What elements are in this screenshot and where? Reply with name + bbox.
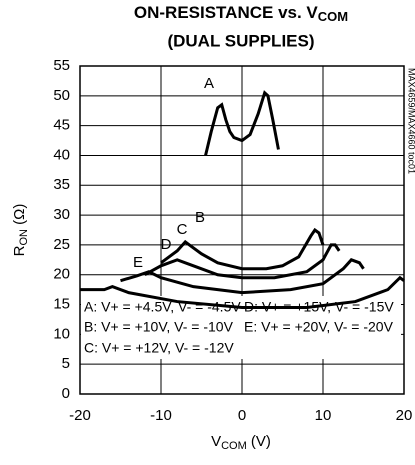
series-line: [160, 227, 325, 271]
chart-subtitle: (DUAL SUPPLIES): [167, 31, 314, 50]
x-axis-label: VCOM (V): [211, 433, 271, 452]
legend-entry: B: V+ = +10V, V- = -10V: [84, 319, 234, 335]
series-line: [80, 275, 405, 310]
series-line: [204, 90, 280, 156]
x-label-sub: COM: [221, 440, 247, 452]
x-label-unit: (V): [247, 433, 271, 450]
y-tick-label: 0: [62, 385, 70, 402]
y-tick-label: 40: [53, 146, 70, 163]
y-tick-label: 25: [53, 236, 70, 253]
y-label-sub: ON: [18, 229, 30, 246]
series-label: E: [133, 254, 143, 271]
y-tick-label: 30: [53, 206, 70, 223]
series-line: [120, 258, 365, 295]
y-tick-label: 5: [62, 355, 70, 372]
series-label: B: [195, 209, 205, 226]
side-note: MAX4659/MAX4660 toc01: [407, 68, 415, 174]
y-tick-label: 15: [53, 296, 70, 313]
x-tick-label: -10: [150, 407, 172, 424]
series-label: A: [204, 75, 214, 92]
y-axis-label: RON (Ω): [11, 204, 30, 257]
x-tick-label: 10: [315, 407, 332, 424]
legend-entry: C: V+ = +12V, V- = -12V: [84, 340, 234, 356]
series-label: D: [161, 236, 172, 253]
title-main: ON-RESISTANCE vs. V: [134, 3, 319, 22]
y-tick-label: 10: [53, 325, 70, 342]
y-label-main: R: [11, 245, 28, 256]
series-label: C: [177, 221, 188, 238]
y-tick-label: 20: [53, 266, 70, 283]
x-tick-label: 0: [238, 407, 246, 424]
series-line: [144, 243, 341, 280]
y-label-unit: (Ω): [11, 204, 28, 229]
title-sub: COM: [318, 9, 348, 24]
x-tick-label: 20: [396, 407, 413, 424]
x-label-main: V: [211, 433, 221, 450]
x-tick-label: -20: [69, 407, 91, 424]
y-tick-label: 45: [53, 117, 70, 134]
chart-title: ON-RESISTANCE vs. VCOM: [134, 3, 348, 24]
y-tick-label: 50: [53, 87, 70, 104]
plot-frame: [79, 65, 405, 395]
legend-entry: E: V+ = +20V, V- = -20V: [244, 319, 394, 335]
y-tick-label: 55: [53, 57, 70, 74]
y-tick-label: 35: [53, 176, 70, 193]
